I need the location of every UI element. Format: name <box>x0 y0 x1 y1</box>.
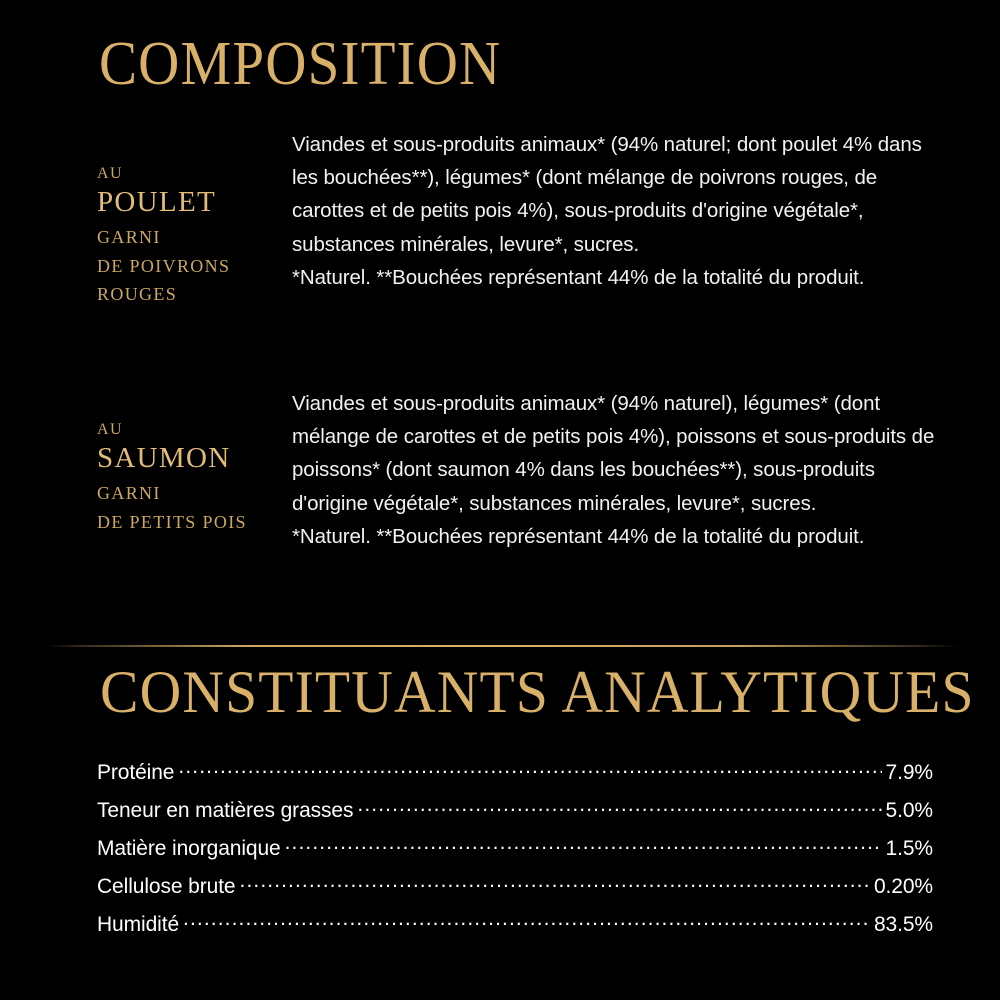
product-subline2-saumon: DE PETITS POIS <box>97 511 247 532</box>
table-row: Humidité 83.5% <box>97 910 933 948</box>
ingredients-text-poulet: Viandes et sous-produits animaux* (94% n… <box>292 128 940 294</box>
product-subline3-poulet: ROUGES <box>97 284 178 304</box>
analytical-constituents-table: Protéine 7.9% Teneur en matières grasses… <box>97 758 933 948</box>
constituent-label: Teneur en matières grasses <box>97 799 354 822</box>
product-prefix-poulet: AU <box>97 165 123 182</box>
constituent-value: 0.20% <box>873 875 933 898</box>
ingredients-text-saumon: Viandes et sous-produits animaux* (94% n… <box>292 387 940 553</box>
product-subline1-poulet: GARNI <box>97 227 161 247</box>
table-row: Teneur en matières grasses 5.0% <box>97 796 933 834</box>
section-divider <box>46 645 960 647</box>
constituent-value: 83.5% <box>873 913 933 936</box>
ingredients-paragraph-saumon: Viandes et sous-produits animaux* (94% n… <box>292 392 935 515</box>
dotted-leader <box>183 910 870 931</box>
constituent-label: Protéine <box>97 761 175 784</box>
constituent-value: 1.5% <box>885 837 934 860</box>
footnote-saumon: *Naturel. **Bouchées représentant 44% de… <box>292 524 865 548</box>
product-name-group-poulet: AU POULET GARNI DE POIVRONS ROUGES <box>97 163 287 309</box>
dotted-leader <box>178 758 881 779</box>
dotted-leader <box>240 872 870 893</box>
table-row: Matière inorganique 1.5% <box>97 834 933 872</box>
ingredients-paragraph-poulet: Viandes et sous-produits animaux* (94% n… <box>292 133 922 256</box>
composition-heading: COMPOSITION <box>99 30 502 98</box>
table-row: Protéine 7.9% <box>97 758 933 796</box>
dotted-leader <box>357 796 881 817</box>
analytical-constituents-heading: CONSTITUANTS ANALYTIQUES <box>100 659 975 725</box>
product-title-saumon: SAUMON <box>97 442 231 474</box>
product-name-group-saumon: AU SAUMON GARNI DE PETITS POIS <box>97 419 287 536</box>
dotted-leader <box>285 834 882 855</box>
constituent-label: Cellulose brute <box>97 875 236 898</box>
constituent-value: 5.0% <box>885 799 934 822</box>
product-prefix-saumon: AU <box>97 421 123 438</box>
product-subline1-saumon: GARNI <box>97 483 161 503</box>
constituent-label: Humidité <box>97 913 180 936</box>
table-row: Cellulose brute 0.20% <box>97 872 933 910</box>
constituent-value: 7.9% <box>885 761 934 784</box>
constituent-label: Matière inorganique <box>97 837 281 860</box>
footnote-poulet: *Naturel. **Bouchées représentant 44% de… <box>292 265 865 289</box>
product-title-poulet: POULET <box>97 186 216 218</box>
product-subline2-poulet: DE POIVRONS <box>97 255 231 276</box>
